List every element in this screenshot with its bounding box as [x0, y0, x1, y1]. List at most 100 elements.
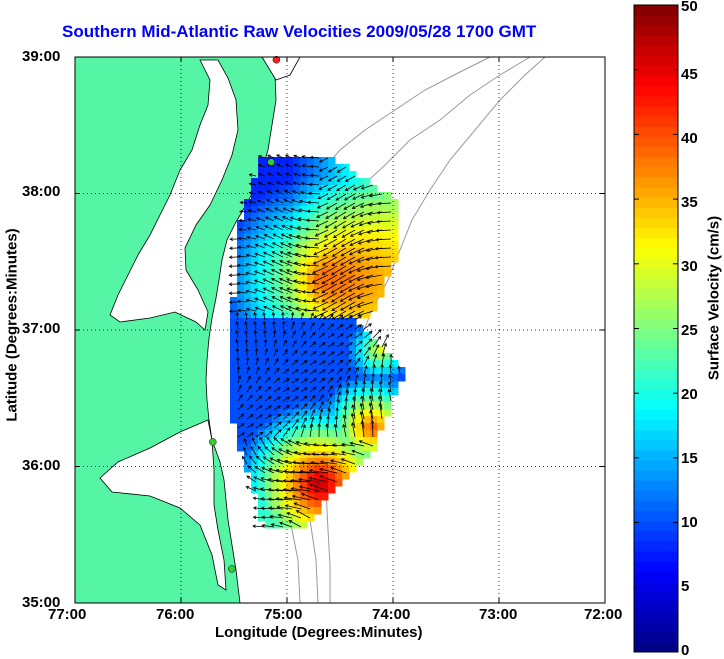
- velocity-arrow: [254, 321, 257, 330]
- velocity-cell: [300, 493, 308, 501]
- velocity-arrowhead: [269, 457, 274, 461]
- velocity-cell: [272, 332, 280, 340]
- velocity-cell: [349, 416, 357, 424]
- velocity-arrowhead: [290, 486, 295, 491]
- velocity-arrowhead: [359, 411, 364, 415]
- velocity-arrow: [263, 278, 275, 285]
- velocity-arrowhead: [312, 331, 316, 336]
- velocity-cell: [251, 381, 259, 389]
- velocity-cell: [363, 220, 371, 228]
- velocity-cell: [258, 409, 266, 417]
- velocity-arrowhead: [278, 277, 283, 282]
- velocity-cell: [265, 311, 273, 319]
- velocity-arrowhead: [254, 243, 259, 248]
- velocity-cell: [384, 199, 392, 207]
- velocity-arrow: [254, 330, 257, 339]
- velocity-arrow: [319, 468, 338, 474]
- velocity-arrowhead: [245, 280, 249, 285]
- velocity-arrowhead: [228, 255, 233, 260]
- velocity-cell: [237, 304, 245, 312]
- velocity-cell: [377, 402, 385, 410]
- velocity-arrow: [312, 292, 329, 301]
- velocity-arrowhead: [319, 408, 324, 413]
- velocity-arrow: [331, 283, 347, 294]
- velocity-cell: [279, 388, 287, 396]
- velocity-arrowhead: [267, 172, 271, 176]
- velocity-arrowhead: [279, 259, 283, 264]
- velocity-cell: [286, 479, 294, 487]
- velocity-cell: [335, 339, 343, 347]
- velocity-cell: [258, 318, 266, 326]
- velocity-cell: [300, 388, 308, 396]
- velocity-arrow: [249, 174, 257, 177]
- velocity-arrow: [271, 287, 284, 294]
- velocity-arrow: [318, 313, 324, 321]
- velocity-arrow: [319, 475, 338, 483]
- velocity-cell: [349, 185, 357, 193]
- velocity-arrowhead: [274, 478, 279, 483]
- velocity-arrow: [245, 312, 248, 321]
- velocity-arrowhead: [246, 365, 251, 370]
- colorbar-segment: [634, 368, 678, 380]
- velocity-cell: [321, 402, 329, 410]
- velocity-arrowhead: [293, 172, 297, 177]
- velocity-arrow: [239, 210, 248, 213]
- velocity-cell: [293, 444, 301, 452]
- velocity-cell: [363, 339, 371, 347]
- velocity-cell: [272, 171, 280, 179]
- velocity-cell: [342, 444, 350, 452]
- velocity-arrowhead: [245, 347, 249, 352]
- velocity-cell: [363, 241, 371, 249]
- velocity-cell: [300, 409, 308, 417]
- velocity-cell: [384, 220, 392, 228]
- velocity-arrowhead: [319, 467, 323, 472]
- velocity-cell: [286, 178, 294, 186]
- velocity-cell: [251, 269, 259, 277]
- velocity-arrowhead: [331, 253, 336, 257]
- velocity-cell: [230, 297, 238, 305]
- velocity-cell: [377, 276, 385, 284]
- velocity-arrowhead: [290, 311, 295, 316]
- velocity-arrowhead: [314, 233, 319, 237]
- velocity-cell: [314, 164, 322, 172]
- velocity-arrowhead: [256, 208, 261, 212]
- velocity-arrow: [322, 256, 338, 266]
- velocity-cell: [335, 255, 343, 263]
- velocity-cell: [321, 381, 329, 389]
- velocity-arrow: [282, 330, 286, 339]
- velocity-arrow: [240, 202, 248, 204]
- velocity-arrow: [290, 480, 311, 483]
- velocity-cell: [237, 360, 245, 368]
- chesapeake-bay: [109, 59, 239, 331]
- velocity-cell: [398, 367, 406, 375]
- velocity-arrowhead: [310, 312, 314, 317]
- velocity-arrow: [341, 443, 356, 447]
- velocity-arrow: [315, 229, 329, 237]
- velocity-arrow: [360, 411, 365, 429]
- velocity-arrow: [274, 207, 284, 213]
- velocity-arrowhead: [301, 173, 306, 177]
- velocity-arrowhead: [352, 196, 357, 200]
- velocity-arrow: [354, 315, 362, 321]
- velocity-cell: [286, 213, 294, 221]
- velocity-cell: [328, 206, 336, 214]
- velocity-arrowhead: [242, 455, 246, 460]
- velocity-cell: [314, 178, 322, 186]
- velocity-arrowhead: [274, 198, 279, 203]
- velocity-arrowhead: [340, 307, 344, 311]
- velocity-cell: [370, 283, 378, 291]
- velocity-arrow: [237, 432, 245, 438]
- velocity-cell: [335, 304, 343, 312]
- colorbar-tick-label: 20: [681, 386, 698, 403]
- velocity-arrowhead: [270, 277, 275, 282]
- velocity-arrowhead: [267, 376, 271, 381]
- colorbar-tick-label: 10: [681, 514, 698, 531]
- velocity-arrow: [309, 369, 317, 375]
- velocity-arrow: [341, 238, 356, 247]
- velocity-arrowhead: [277, 405, 281, 409]
- velocity-cell: [279, 255, 287, 263]
- colorbar-segment: [634, 449, 678, 461]
- velocity-arrowhead: [370, 419, 375, 424]
- north-station: [272, 55, 281, 64]
- velocity-arrow: [318, 351, 326, 357]
